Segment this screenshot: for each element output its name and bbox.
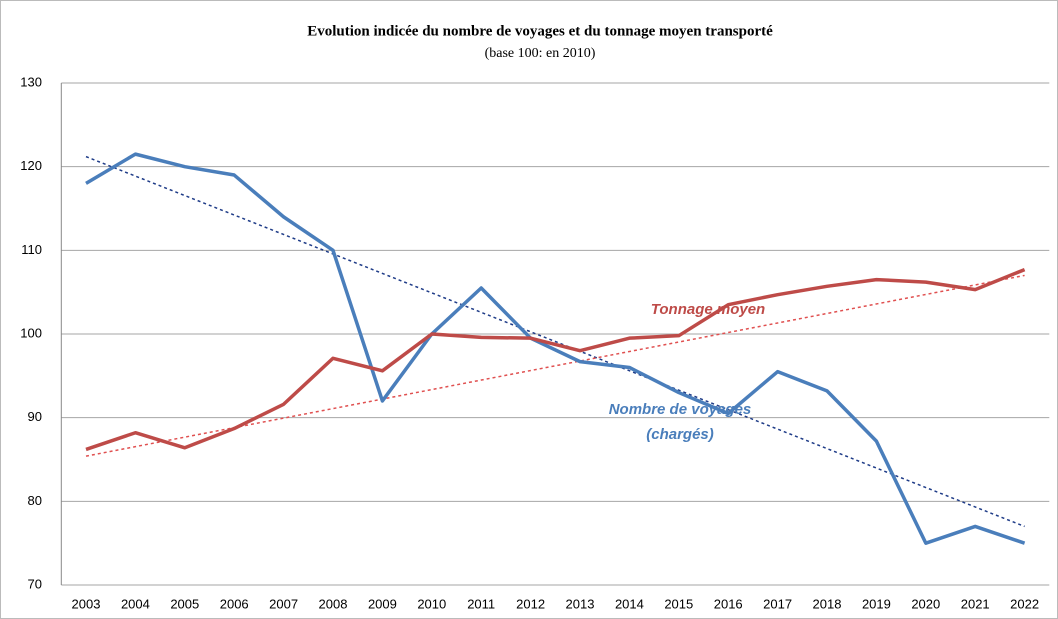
x-tick-label: 2017 bbox=[763, 596, 792, 611]
x-tick-label: 2006 bbox=[220, 596, 249, 611]
x-tick-label: 2011 bbox=[467, 596, 495, 611]
y-tick-label: 110 bbox=[21, 242, 42, 257]
x-tick-label: 2007 bbox=[269, 596, 298, 611]
x-tick-label: 2014 bbox=[615, 596, 644, 611]
annotation: (chargés) bbox=[646, 426, 714, 443]
x-tick-label: 2012 bbox=[516, 596, 545, 611]
annotation: Nombre de voyages bbox=[609, 401, 752, 418]
x-tick-label: 2005 bbox=[170, 596, 199, 611]
y-tick-label: 130 bbox=[20, 74, 42, 89]
trend-line bbox=[85, 155, 1025, 528]
x-tick-label: 2003 bbox=[72, 596, 101, 611]
series-line bbox=[85, 152, 1026, 545]
x-tick-label: 2013 bbox=[566, 596, 595, 611]
x-tick-label: 2008 bbox=[319, 596, 348, 611]
chart-title: Evolution indicée du nombre de voyages e… bbox=[307, 23, 773, 39]
annotation: Tonnage moyen bbox=[651, 301, 765, 318]
x-tick-label: 2019 bbox=[862, 596, 891, 611]
y-tick-label: 90 bbox=[28, 409, 42, 424]
x-tick-label: 2020 bbox=[911, 596, 940, 611]
x-tick-label: 2009 bbox=[368, 596, 397, 611]
y-tick-label: 70 bbox=[28, 576, 42, 591]
x-tick-label: 2021 bbox=[961, 596, 990, 611]
x-tick-label: 2022 bbox=[1010, 596, 1039, 611]
x-tick-label: 2015 bbox=[664, 596, 693, 611]
chart-subtitle: (base 100: en 2010) bbox=[485, 46, 596, 61]
series-line bbox=[85, 267, 1026, 452]
x-tick-label: 2010 bbox=[417, 596, 446, 611]
y-tick-label: 100 bbox=[20, 325, 42, 340]
x-tick-label: 2016 bbox=[714, 596, 743, 611]
x-tick-label: 2018 bbox=[813, 596, 842, 611]
y-tick-label: 80 bbox=[28, 493, 42, 508]
y-tick-label: 120 bbox=[20, 158, 42, 173]
x-tick-label: 2004 bbox=[121, 596, 150, 611]
